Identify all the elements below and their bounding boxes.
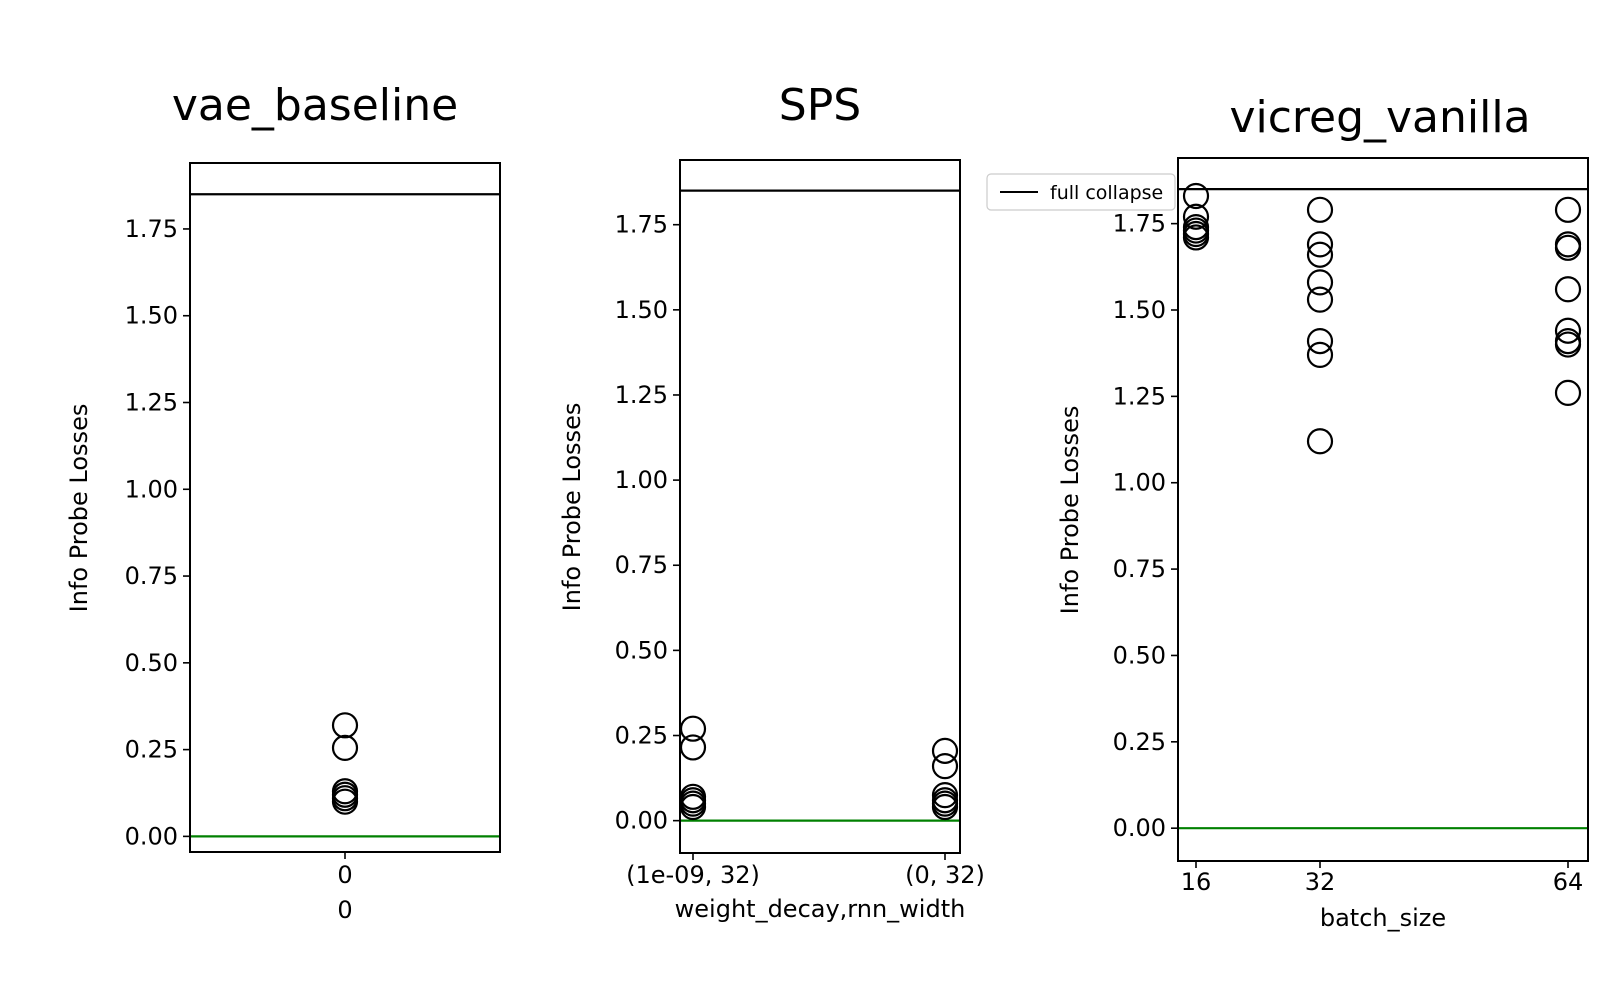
- axes-frame: [189, 162, 501, 853]
- data-point: [679, 715, 707, 742]
- y-tick-label: 1.25: [615, 381, 668, 409]
- y-tick-label: 0.50: [125, 649, 178, 677]
- y-tick-label: 1.00: [125, 475, 178, 503]
- data-point: [1554, 234, 1582, 261]
- subplot-2: 0.00 0.25 0.50 0.75 1.00 1.25 1.50 1.75 (1e-09, …: [558, 80, 985, 923]
- x-axis-label: batch_size: [1320, 904, 1446, 932]
- y-tick-label: 1.50: [125, 302, 178, 330]
- data-point: [1182, 224, 1210, 251]
- x-tick-label: (1e-09, 32): [626, 861, 760, 889]
- y-tick-label: 0.75: [615, 551, 668, 579]
- data-point: [331, 712, 359, 739]
- y-tick-label: 0.25: [1113, 728, 1166, 756]
- x-tick-label: 0: [337, 861, 352, 889]
- data-point: [1306, 231, 1334, 258]
- y-tick-label: 0.00: [615, 807, 668, 835]
- data-point: [1182, 203, 1210, 230]
- x-tick-label: 32: [1305, 868, 1336, 896]
- data-point: [1306, 196, 1334, 223]
- subplot-3: 0.00 0.25 0.50 0.75 1.00 1.25 1.50 1.75 16 32 64 vi…: [1056, 92, 1589, 932]
- y-tick-label: 1.50: [1113, 296, 1166, 324]
- data-point: [331, 734, 359, 761]
- data-point: [1554, 196, 1582, 223]
- x-tick-label: 16: [1181, 868, 1212, 896]
- y-tick-label: 0.50: [615, 636, 668, 664]
- y-tick-label: 1.50: [615, 296, 668, 324]
- x-axis-label: 0: [337, 896, 352, 924]
- y-tick-label: 0.25: [615, 722, 668, 750]
- data-point: [1306, 286, 1334, 313]
- axes-frame: [679, 159, 961, 854]
- data-point: [1306, 341, 1334, 369]
- y-tick-label: 1.75: [615, 211, 668, 239]
- y-axis-label: Info Probe Losses: [558, 403, 586, 612]
- data-point: [1182, 182, 1210, 210]
- data-point: [679, 734, 707, 761]
- y-tick-label: 1.75: [125, 215, 178, 243]
- legend-box: [986, 173, 1176, 211]
- data-point: [1306, 269, 1334, 296]
- chart-title: vae_baseline: [172, 80, 458, 131]
- data-point: [1554, 276, 1582, 303]
- y-tick-label: 0.00: [125, 822, 178, 850]
- y-axis-label: Info Probe Losses: [1056, 406, 1084, 615]
- x-tick-label: (0, 32): [905, 861, 985, 889]
- chart-title: vicreg_vanilla: [1229, 92, 1530, 143]
- data-point: [931, 737, 959, 764]
- legend: full collapse: [986, 173, 1176, 211]
- y-tick-label: 0.75: [125, 562, 178, 590]
- data-point: [1554, 379, 1582, 407]
- y-tick-label: 1.00: [1113, 469, 1166, 497]
- y-tick-label: 1.75: [1113, 210, 1166, 238]
- x-tick-label: 64: [1553, 868, 1584, 896]
- data-point: [931, 793, 959, 821]
- data-point: [931, 753, 959, 780]
- y-tick-label: 0.25: [125, 736, 178, 764]
- data-point: [1554, 317, 1582, 344]
- data-point: [331, 788, 359, 815]
- data-point: [1306, 241, 1334, 268]
- data-point: [1306, 327, 1334, 355]
- data-point: [1554, 331, 1582, 358]
- legend-label: full collapse: [1050, 182, 1163, 204]
- y-tick-label: 0.00: [1113, 814, 1166, 842]
- y-tick-label: 0.75: [1113, 555, 1166, 583]
- subplot-1: 0.00 0.25 0.50 0.75 1.00 1.25 1.50 1.75 0 vae_bas…: [65, 80, 501, 924]
- y-tick-label: 1.25: [1113, 382, 1166, 410]
- y-axis-label: Info Probe Losses: [65, 404, 93, 613]
- data-point: [1306, 428, 1334, 455]
- y-tick-label: 0.50: [1113, 641, 1166, 669]
- axes-frame: [1177, 157, 1589, 862]
- x-axis-label: weight_decay,rnn_width: [675, 895, 966, 923]
- y-tick-label: 1.25: [125, 389, 178, 417]
- data-point: [679, 793, 707, 821]
- chart-title: SPS: [779, 80, 861, 131]
- y-tick-label: 1.00: [615, 466, 668, 494]
